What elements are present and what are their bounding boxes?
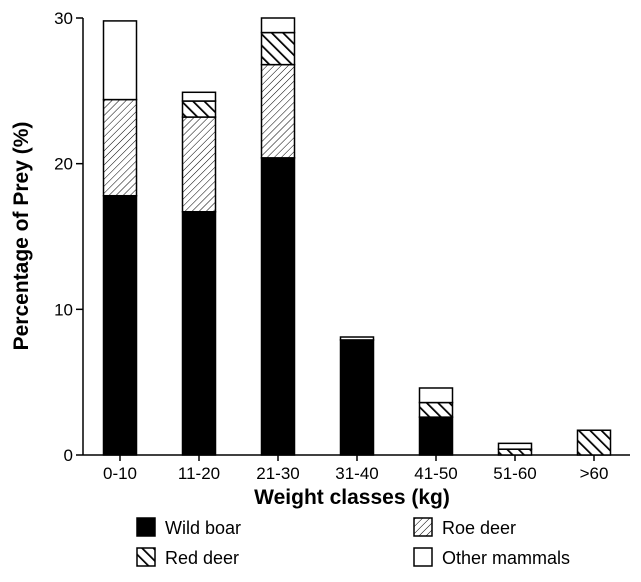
legend-label: Wild boar [165,518,241,538]
bar-segment-other-mammals [102,20,138,101]
y-tick-label: 20 [54,155,73,174]
y-tick-label: 10 [54,300,73,319]
bar-segment-red-deer [576,429,612,456]
bar-segment-other-mammals [497,442,533,450]
y-tick-label: 0 [64,446,73,465]
bar-segment-wild-boar [418,416,454,456]
bar-segment-wild-boar [260,157,296,456]
bar-segment-red-deer [181,100,217,118]
x-tick-label: 21-30 [256,464,299,483]
bar-segment-other-mammals [418,387,454,404]
y-axis: 0 10 20 30 [54,9,84,465]
bar-segment-other-mammals [260,17,296,34]
bar-segment-roe-deer [260,63,296,159]
legend-swatch-other-mammals [413,547,433,567]
bar-segment-roe-deer [181,116,217,213]
x-tick-label: >60 [580,464,609,483]
bar-segment-red-deer [497,448,533,456]
y-tick-label: 30 [54,9,73,28]
x-tick-label: 31-40 [335,464,378,483]
legend-swatch-wild-boar [136,517,156,537]
bar-segment-other-mammals [181,91,217,102]
legend: Wild boar Roe deer Red deer Other mammals [136,517,570,568]
legend-label: Red deer [165,548,239,568]
legend-swatch-red-deer [136,547,156,567]
bar-segment-other-mammals [339,336,375,341]
y-axis-title: Percentage of Prey (%) [10,122,33,351]
bar-segment-wild-boar [102,194,138,456]
legend-label: Other mammals [442,548,570,568]
x-axis: 0-10 11-20 21-30 31-40 41-50 51-60 >60 [83,454,630,483]
x-axis-title: Weight classes (kg) [254,486,450,509]
bar-segment-red-deer [260,31,296,66]
x-tick-label: 0-10 [103,464,137,483]
legend-label: Roe deer [442,518,516,538]
legend-swatch-roe-deer [413,517,433,537]
bar-segment-roe-deer [102,98,138,197]
bar-segment-red-deer [418,401,454,418]
x-tick-label: 11-20 [178,464,220,483]
x-tick-label: 51-60 [493,464,536,483]
x-tick-label: 41-50 [414,464,457,483]
bars [102,17,612,456]
bar-segment-wild-boar [339,339,375,456]
bar-segment-wild-boar [181,210,217,456]
